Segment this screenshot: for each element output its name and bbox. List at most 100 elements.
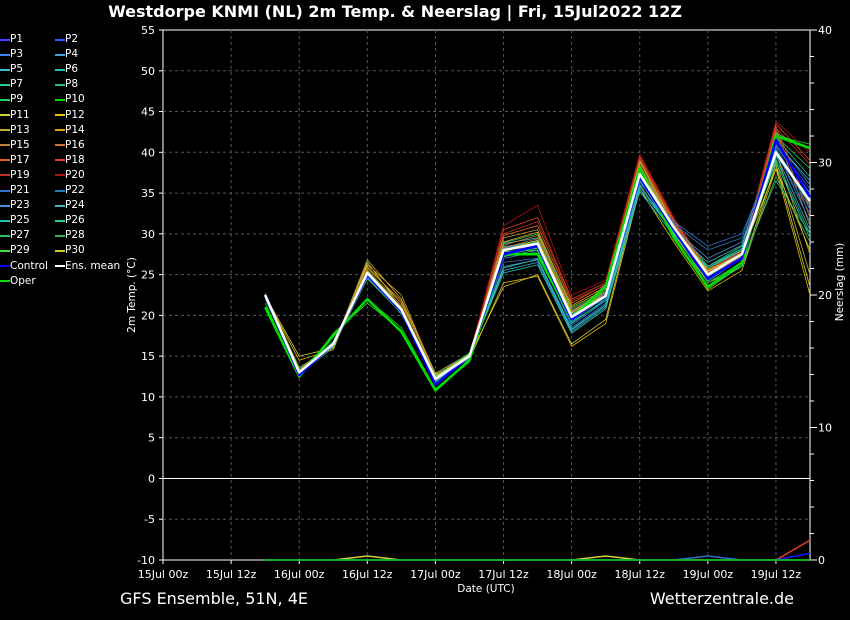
legend-item: P11: [0, 108, 30, 123]
legend-item: P21: [0, 183, 30, 198]
legend-swatch: [55, 98, 65, 101]
legend-item: P3: [0, 47, 23, 62]
legend-item: P10: [55, 92, 85, 107]
legend-item: P20: [55, 168, 85, 183]
legend-swatch: [0, 53, 10, 56]
model-info: GFS Ensemble, 51N, 4E: [120, 589, 308, 608]
x-tick-label: 19Jul 00z: [683, 568, 734, 581]
series-line: [264, 158, 811, 380]
legend-item: P7: [0, 77, 23, 92]
y-tick-label: 20: [141, 309, 155, 322]
legend-label: P11: [10, 108, 30, 121]
legend-swatch: [0, 68, 10, 71]
legend-swatch: [0, 265, 10, 267]
legend-swatch: [0, 189, 10, 192]
legend-item: P24: [55, 198, 85, 213]
legend-swatch: [55, 114, 65, 116]
legend-label: P19: [10, 168, 30, 181]
legend-label: P9: [10, 93, 24, 106]
legend-swatch: [55, 204, 65, 207]
y2-tick-label: 0: [818, 554, 825, 567]
series-line: [264, 176, 811, 383]
legend-label: P1: [10, 33, 24, 45]
legend-label: Ens. mean: [65, 259, 121, 272]
y-tick-label: 40: [141, 146, 155, 159]
legend-item: P4: [55, 47, 78, 62]
legend-label: Control: [10, 259, 48, 272]
legend-swatch: [55, 189, 65, 192]
legend-label: P18: [65, 153, 85, 166]
legend-swatch: [0, 144, 10, 147]
legend-label: P4: [65, 48, 79, 61]
legend-label: P24: [65, 199, 85, 212]
precip-line: [265, 539, 811, 561]
x-tick-label: 19Jul 12z: [751, 568, 802, 581]
legend-item: P12: [55, 108, 85, 123]
x-axis-label: Date (UTC): [457, 583, 515, 595]
y-tick-label: 10: [141, 391, 155, 404]
legend-item: P25: [0, 213, 30, 228]
y-tick-label: 25: [141, 269, 155, 282]
legend-label: P12: [65, 108, 85, 121]
legend-item: P23: [0, 198, 30, 213]
legend-label: P3: [10, 48, 24, 61]
legend-swatch: [55, 83, 65, 86]
legend-label: P13: [10, 123, 30, 136]
legend-label: P28: [65, 229, 85, 242]
legend-swatch: [0, 98, 10, 101]
legend-label: P14: [65, 123, 85, 136]
legend-item: Ens. mean: [55, 259, 120, 274]
legend-item: P8: [55, 77, 78, 92]
legend-swatch: [55, 174, 65, 177]
legend-label: P7: [10, 78, 24, 91]
legend-label: P20: [65, 168, 85, 181]
series-line: [264, 120, 811, 379]
legend-swatch: [55, 234, 65, 237]
legend-swatch: [0, 219, 10, 222]
legend-label: P2: [65, 33, 79, 45]
legend-swatch: [55, 219, 65, 222]
legend-label: P17: [10, 153, 30, 166]
y-axis-label-temp: 2m Temp. (°C): [126, 257, 138, 333]
legend-swatch: [55, 265, 65, 267]
legend-item: P15: [0, 138, 30, 153]
legend-swatch: [55, 144, 65, 147]
legend-swatch: [0, 114, 10, 116]
y2-tick-label: 30: [818, 157, 832, 170]
y-axis-label-precip: Neerslag (mm): [834, 242, 846, 322]
legend-swatch: [55, 68, 65, 71]
y2-tick-label: 20: [818, 289, 832, 302]
legend-item: Control: [0, 259, 48, 274]
chart-title: Westdorpe KNMI (NL) 2m Temp. & Neerslag …: [108, 2, 682, 21]
series-line: [264, 161, 811, 378]
legend-item: P29: [0, 243, 30, 258]
legend-item: P16: [55, 138, 85, 153]
legend-swatch: [55, 129, 65, 132]
legend-item: P13: [0, 123, 30, 138]
x-tick-label: 15Jul 00z: [138, 568, 189, 581]
legend-label: P22: [65, 184, 85, 196]
legend-item: P27: [0, 228, 30, 243]
y-tick-label: 55: [141, 24, 155, 37]
x-tick-label: 18Jul 00z: [546, 568, 597, 581]
y-tick-label: 30: [141, 228, 155, 241]
y-tick-label: 35: [141, 187, 155, 200]
legend-label: P26: [65, 214, 85, 227]
legend-label: P10: [65, 93, 85, 106]
series-line: [264, 131, 811, 377]
legend-item: Oper: [0, 274, 36, 289]
legend-item: P17: [0, 153, 30, 168]
legend-swatch: [0, 204, 10, 207]
series-line: [264, 134, 811, 392]
legend-item: P6: [55, 62, 78, 77]
legend-swatch: [55, 159, 65, 162]
legend-swatch: [0, 174, 10, 177]
legend-label: P6: [65, 63, 79, 76]
series-line: [264, 171, 811, 377]
legend-label: P27: [10, 229, 30, 242]
legend-item: P28: [55, 228, 85, 243]
legend-item: P19: [0, 168, 30, 183]
legend-swatch: [55, 53, 65, 56]
legend-item: P2: [55, 32, 78, 47]
